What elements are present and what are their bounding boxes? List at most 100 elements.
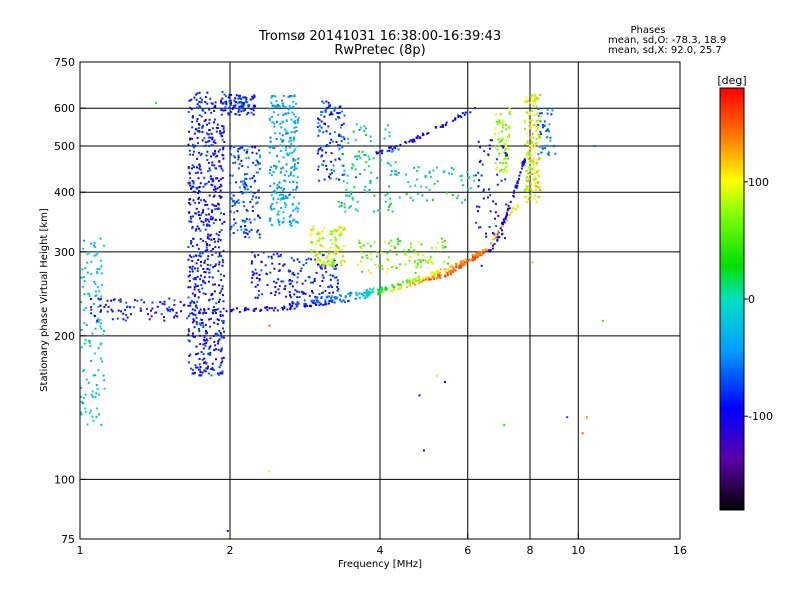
data-point: [249, 98, 252, 101]
data-point: [208, 140, 211, 142]
data-point: [506, 170, 508, 173]
data-point: [203, 357, 206, 360]
data-point: [508, 125, 510, 128]
data-point: [536, 181, 539, 184]
data-point: [102, 374, 105, 377]
data-point: [393, 288, 396, 291]
data-point: [274, 106, 277, 109]
data-point: [425, 278, 428, 281]
data-point: [166, 307, 169, 310]
data-point: [497, 119, 500, 122]
data-point: [270, 101, 273, 104]
data-point: [194, 283, 197, 286]
data-point: [295, 303, 298, 306]
data-point: [232, 308, 235, 311]
data-point: [194, 201, 196, 204]
data-point: [140, 298, 143, 301]
data-point: [340, 231, 343, 233]
data-point: [244, 177, 246, 180]
data-point: [202, 124, 204, 127]
data-point: [289, 282, 292, 285]
data-point: [85, 307, 87, 310]
data-point: [193, 326, 196, 329]
data-point: [206, 243, 208, 245]
data-point: [240, 159, 243, 162]
data-point: [198, 91, 201, 94]
data-point: [187, 330, 190, 333]
data-point: [480, 264, 483, 267]
data-point: [94, 290, 97, 293]
data-point: [238, 163, 241, 166]
data-point: [518, 177, 520, 180]
data-point: [346, 194, 349, 197]
data-point: [409, 196, 412, 199]
data-point: [408, 259, 411, 262]
data-point: [312, 228, 315, 231]
data-point: [208, 220, 211, 223]
data-point: [312, 281, 314, 284]
data-point: [205, 182, 208, 185]
data-point: [195, 128, 198, 131]
data-point: [334, 243, 337, 246]
data-point: [221, 259, 224, 261]
data-point: [474, 174, 477, 177]
data-point: [297, 207, 300, 210]
data-point: [277, 278, 280, 281]
data-point: [271, 262, 274, 265]
data-point: [312, 225, 315, 228]
data-point: [534, 162, 537, 165]
data-point: [317, 259, 320, 262]
data-point: [310, 241, 313, 243]
data-point: [199, 312, 202, 315]
data-point: [536, 162, 538, 164]
data-point: [317, 168, 320, 171]
y-tick-label: 750: [54, 56, 75, 69]
data-point: [269, 207, 272, 209]
data-point: [84, 267, 87, 270]
data-point: [315, 298, 318, 301]
data-point: [314, 258, 317, 261]
data-point: [369, 182, 372, 184]
data-point: [359, 157, 362, 159]
data-point: [207, 255, 210, 258]
data-point: [205, 244, 208, 247]
data-point: [245, 98, 248, 101]
data-point: [277, 255, 280, 258]
data-point: [191, 334, 194, 337]
data-point: [538, 195, 541, 198]
data-point: [252, 109, 255, 112]
stats-line-x: mean, sd,X: 92.0, 25.7: [608, 45, 722, 56]
data-point: [534, 178, 537, 181]
data-point: [218, 179, 220, 182]
data-point: [279, 253, 282, 256]
data-point: [528, 153, 531, 156]
data-point: [274, 285, 277, 288]
data-point: [466, 171, 469, 173]
data-point: [521, 163, 524, 166]
data-point: [163, 300, 166, 303]
data-point: [322, 245, 325, 248]
data-point: [219, 292, 221, 295]
data-point: [197, 192, 200, 195]
data-point: [376, 177, 379, 180]
data-point: [207, 161, 210, 164]
data-point: [256, 201, 259, 204]
data-point: [90, 393, 93, 396]
data-point: [426, 132, 429, 135]
data-point: [191, 167, 193, 170]
data-point: [525, 96, 528, 99]
data-point: [94, 395, 97, 398]
data-point: [198, 290, 201, 293]
data-point: [472, 256, 475, 259]
data-point: [229, 153, 232, 156]
data-point: [273, 280, 275, 283]
data-point: [238, 107, 241, 110]
data-point: [254, 164, 257, 167]
data-point: [376, 255, 378, 258]
data-point: [429, 255, 432, 258]
data-point: [296, 119, 299, 122]
data-point: [182, 304, 185, 307]
colorbar-tick-label: -100: [748, 410, 773, 423]
data-point: [322, 304, 325, 306]
data-point: [310, 251, 313, 254]
